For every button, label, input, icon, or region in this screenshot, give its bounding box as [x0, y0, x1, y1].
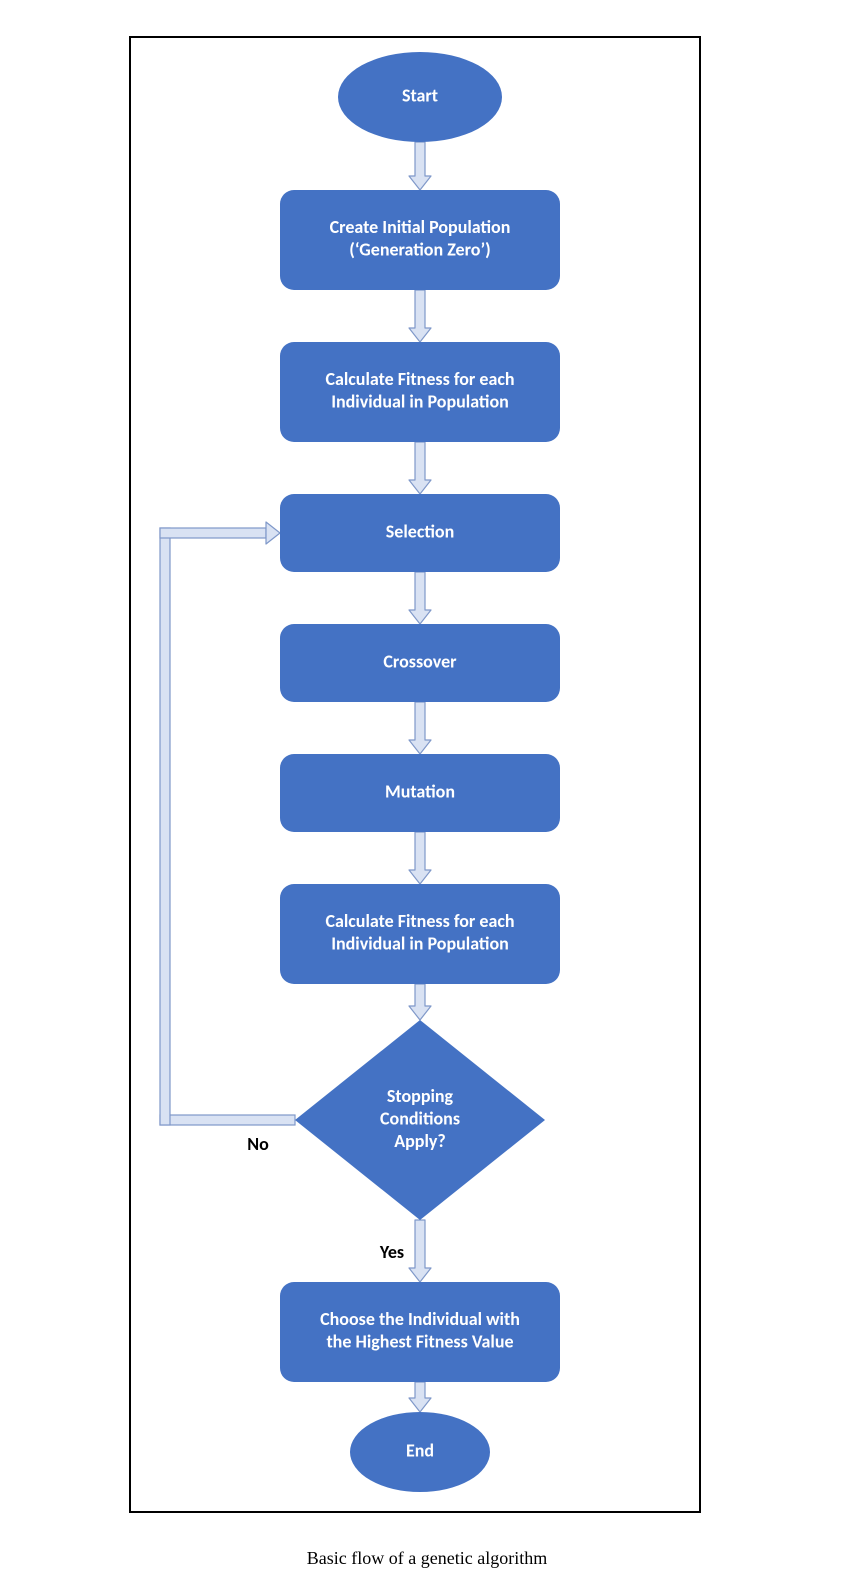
flow-node-fit1: Calculate Fitness for eachIndividual in … — [280, 342, 560, 442]
node-label: Apply? — [394, 1130, 446, 1152]
flow-node-choose: Choose the Individual withthe Highest Fi… — [280, 1282, 560, 1382]
flow-node-fit2: Calculate Fitness for eachIndividual in … — [280, 884, 560, 984]
node-label: (‘Generation Zero’) — [349, 239, 490, 261]
flow-node-selection: Selection — [280, 494, 560, 572]
node-label: Choose the Individual with — [320, 1308, 520, 1330]
node-label: Crossover — [383, 650, 457, 672]
node-label: Individual in Population — [331, 391, 509, 413]
flow-node-init: Create Initial Population(‘Generation Ze… — [280, 190, 560, 290]
node-label: Create Initial Population — [330, 216, 511, 238]
flow-node-mutation: Mutation — [280, 754, 560, 832]
edge-label: Yes — [379, 1241, 404, 1263]
flowchart-page: Yes No Start Create Initial Population(‘Gen… — [0, 0, 854, 1586]
node-label: Calculate Fitness for each — [325, 910, 514, 932]
node-label: the Highest Fitness Value — [326, 1331, 513, 1353]
flowchart-svg: Yes No Start Create Initial Population(‘Gen… — [0, 0, 854, 1586]
node-label: Individual in Population — [331, 933, 509, 955]
node-label: Conditions — [380, 1107, 460, 1129]
node-label: Calculate Fitness for each — [325, 368, 514, 390]
node-label: Stopping — [387, 1085, 454, 1107]
node-label: End — [406, 1439, 434, 1461]
flow-node-start: Start — [338, 52, 502, 142]
node-label: Start — [402, 84, 438, 106]
figure-caption: Basic flow of a genetic algorithm — [0, 1548, 854, 1569]
node-label: Selection — [386, 520, 454, 542]
node-label: Mutation — [385, 780, 455, 802]
flow-node-crossover: Crossover — [280, 624, 560, 702]
flow-node-end: End — [350, 1412, 490, 1492]
edge-label: No — [247, 1133, 269, 1155]
